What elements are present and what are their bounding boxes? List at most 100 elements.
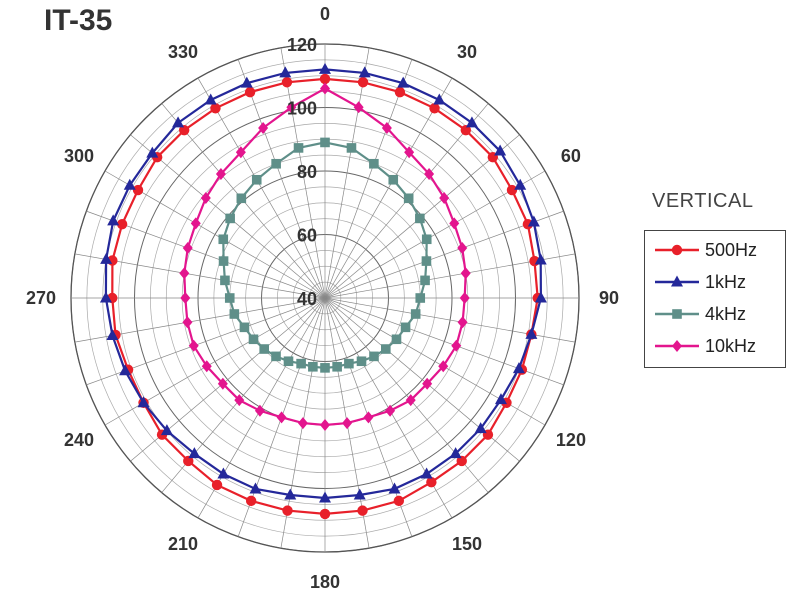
data-point [457, 242, 468, 255]
data-point [449, 217, 460, 230]
data-point [344, 358, 354, 369]
data-point [236, 193, 247, 204]
data-point [449, 447, 462, 459]
data-point [342, 417, 353, 430]
data-point [211, 479, 223, 491]
data-point [178, 124, 190, 136]
data-point [137, 396, 150, 408]
angle-label: 60 [561, 146, 581, 166]
data-point [283, 356, 294, 367]
data-point [671, 244, 683, 256]
series-4khz [218, 137, 432, 373]
radial-tick-label: 40 [297, 289, 317, 309]
data-point [426, 477, 437, 488]
data-point [474, 422, 487, 434]
data-point [369, 158, 379, 169]
angle-label: 150 [452, 534, 482, 554]
data-point [459, 292, 470, 304]
data-point [220, 275, 230, 286]
angle-label: 30 [457, 42, 477, 62]
data-point [188, 339, 199, 352]
data-point [210, 103, 221, 114]
data-point [183, 455, 194, 467]
legend-swatch [655, 275, 699, 287]
radial-tick-label: 60 [297, 226, 317, 246]
legend-item-4khz: 4kHz [645, 299, 785, 329]
data-point [146, 146, 159, 158]
angle-label: 270 [26, 288, 56, 308]
data-point [433, 93, 446, 105]
data-point [457, 316, 468, 329]
data-point [332, 361, 342, 372]
legend-item-1khz: 1kHz [645, 267, 785, 297]
data-point [271, 351, 281, 362]
data-point [160, 424, 173, 436]
data-point [356, 356, 367, 367]
data-point [319, 62, 331, 74]
data-point [460, 124, 472, 136]
data-point [385, 404, 396, 417]
data-point [451, 339, 462, 352]
data-point [388, 482, 401, 494]
data-point [188, 447, 201, 459]
data-point [429, 103, 440, 114]
data-point [319, 73, 331, 85]
data-point [415, 213, 425, 224]
data-point [320, 137, 330, 148]
data-point [119, 364, 132, 376]
data-point [438, 360, 449, 373]
data-point [279, 66, 292, 78]
data-point [460, 267, 471, 280]
data-point [201, 360, 212, 373]
axis-labels: 4060801001200306090120150180210240270300… [26, 4, 619, 592]
data-point [224, 293, 235, 303]
legend-swatch [655, 309, 699, 319]
legend-label: 4kHz [705, 304, 747, 324]
legend-label: 1kHz [705, 272, 747, 292]
data-point [239, 322, 250, 333]
legend-swatch [655, 340, 699, 352]
legend: 500Hz 1kHz 4kHz 10kHz [644, 230, 786, 368]
data-point [494, 144, 507, 156]
legend-label: 10kHz [705, 336, 757, 356]
data-point [403, 193, 414, 204]
data-point [308, 361, 318, 372]
data-point [172, 116, 185, 128]
data-point [297, 417, 308, 430]
data-point [381, 121, 392, 134]
data-point [284, 488, 297, 500]
data-point [421, 234, 432, 245]
data-point [271, 158, 281, 169]
data-point [254, 404, 265, 417]
angle-label: 240 [64, 430, 94, 450]
angle-label: 210 [168, 534, 198, 554]
data-point [534, 253, 547, 265]
data-point [525, 327, 538, 339]
angle-label: 300 [64, 146, 94, 166]
data-point [225, 213, 235, 224]
data-point [439, 191, 450, 204]
data-point [296, 358, 306, 369]
data-point [190, 217, 201, 230]
data-point [106, 328, 119, 340]
data-point [200, 191, 211, 204]
grid-spoke [324, 47, 370, 299]
data-point [494, 393, 507, 405]
data-point [123, 178, 136, 190]
data-point [357, 77, 369, 88]
data-point [244, 86, 256, 98]
grid-spoke [237, 59, 326, 299]
data-point [180, 292, 191, 304]
angle-label: 330 [168, 42, 198, 62]
data-point [671, 275, 683, 287]
data-point [249, 482, 262, 494]
polar-grid [70, 43, 580, 553]
data-point [319, 508, 331, 520]
angle-label: 0 [320, 4, 330, 24]
data-point [353, 488, 366, 500]
data-point [251, 174, 262, 185]
data-point [424, 167, 435, 180]
data-point [282, 505, 293, 516]
data-point [229, 309, 240, 319]
